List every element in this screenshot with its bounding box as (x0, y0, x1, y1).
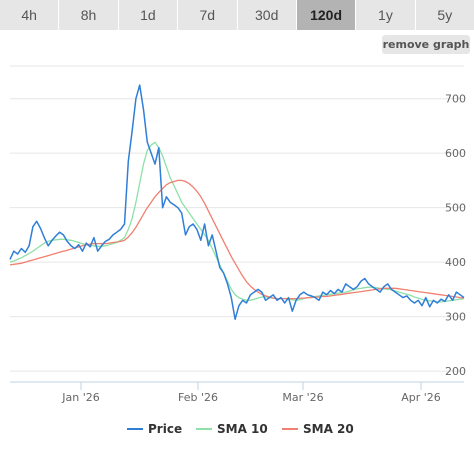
x-tick-label: Mar '26 (282, 391, 323, 404)
tab-30d[interactable]: 30d (237, 0, 297, 30)
x-tick-label: Apr '26 (401, 391, 441, 404)
tab-1y[interactable]: 1y (356, 0, 416, 30)
y-tick-label: 200 (445, 365, 466, 378)
y-tick-label: 500 (445, 202, 466, 215)
x-tick-label: Jan '26 (61, 391, 99, 404)
tab-8h[interactable]: 8h (59, 0, 119, 30)
y-tick-label: 400 (445, 256, 466, 269)
x-axis: Jan '26 Feb '26 Mar '26 Apr '26 (10, 381, 464, 404)
legend-item-label[interactable]: SMA 20 (303, 422, 354, 436)
legend: Price SMA 10 SMA 20 (127, 422, 354, 436)
tab-7d[interactable]: 7d (178, 0, 238, 30)
legend-item-label[interactable]: SMA 10 (217, 422, 268, 436)
series-line-price (9, 84, 465, 321)
series-line-sma-10 (9, 141, 465, 303)
grid-lines (10, 65, 464, 372)
tab-1d[interactable]: 1d (118, 0, 179, 30)
tab-5y[interactable]: 5y (415, 0, 474, 30)
range-tabs: 4h 8h 1d 7d 30d 120d 1y 5y (0, 0, 474, 30)
tab-4h[interactable]: 4h (0, 0, 60, 30)
series-line-sma-20 (9, 179, 465, 300)
y-tick-label: 600 (445, 147, 466, 160)
y-tick-label: 700 (445, 93, 466, 106)
remove-graph-button[interactable]: remove graph (382, 35, 470, 54)
y-axis: 200 300 400 500 600 700 (445, 93, 466, 378)
legend-item-label[interactable]: Price (148, 422, 182, 436)
y-tick-label: 300 (445, 311, 466, 324)
series-lines (9, 84, 465, 321)
tab-120d[interactable]: 120d (296, 0, 357, 30)
x-tick-label: Feb '26 (178, 391, 218, 404)
